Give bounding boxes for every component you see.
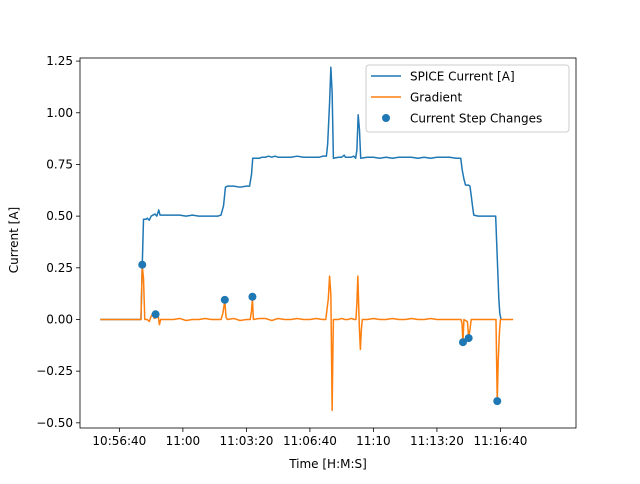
x-tick-label: 10:56:40 <box>92 434 146 448</box>
series-line-spice-current <box>100 66 502 321</box>
x-axis-label: Time [H:M:S] <box>288 457 367 471</box>
x-tick-label: 11:06:40 <box>283 434 337 448</box>
x-tick-label: 11:03:20 <box>219 434 273 448</box>
x-tick-label: 11:13:20 <box>410 434 464 448</box>
y-tick-label: 1.25 <box>46 54 73 68</box>
step-change-point <box>248 292 257 301</box>
legend-entry-label: Gradient <box>410 91 463 105</box>
axes-frame <box>79 57 577 429</box>
x-tick-label: 11:00 <box>166 434 201 448</box>
legend-entry-label: Current Step Changes <box>410 112 542 126</box>
series-line-gradient <box>100 264 514 412</box>
legend-entry-label: SPICE Current [A] <box>410 70 515 84</box>
plot-series-group <box>100 66 514 412</box>
step-change-point <box>458 338 467 347</box>
step-change-point <box>493 397 502 406</box>
y-tick-label: 0.75 <box>46 157 73 171</box>
plot-area <box>100 66 514 412</box>
y-tick-label: −0.50 <box>36 416 73 430</box>
y-tick-label: −0.25 <box>36 364 73 378</box>
y-tick-label: 0.00 <box>46 312 73 326</box>
y-axis-label: Current [A] <box>7 207 21 273</box>
legend: SPICE Current [A] Gradient Current Step Ch… <box>365 64 570 133</box>
legend-box <box>365 64 570 133</box>
x-tick-label: 11:16:40 <box>473 434 527 448</box>
axes: 10:56:40 11:00 11:03:20 11:06:40 11:10 11:13:… <box>36 54 577 448</box>
y-tick-label: 0.50 <box>46 209 73 223</box>
step-change-point <box>220 295 229 304</box>
step-change-point <box>138 260 147 269</box>
y-tick-label: 1.00 <box>46 106 73 120</box>
legend-marker-swatch <box>382 114 390 122</box>
step-change-point <box>151 310 160 319</box>
y-tick-label: 0.25 <box>46 261 73 275</box>
x-tick-label: 11:10 <box>356 434 391 448</box>
step-change-point <box>464 334 473 343</box>
